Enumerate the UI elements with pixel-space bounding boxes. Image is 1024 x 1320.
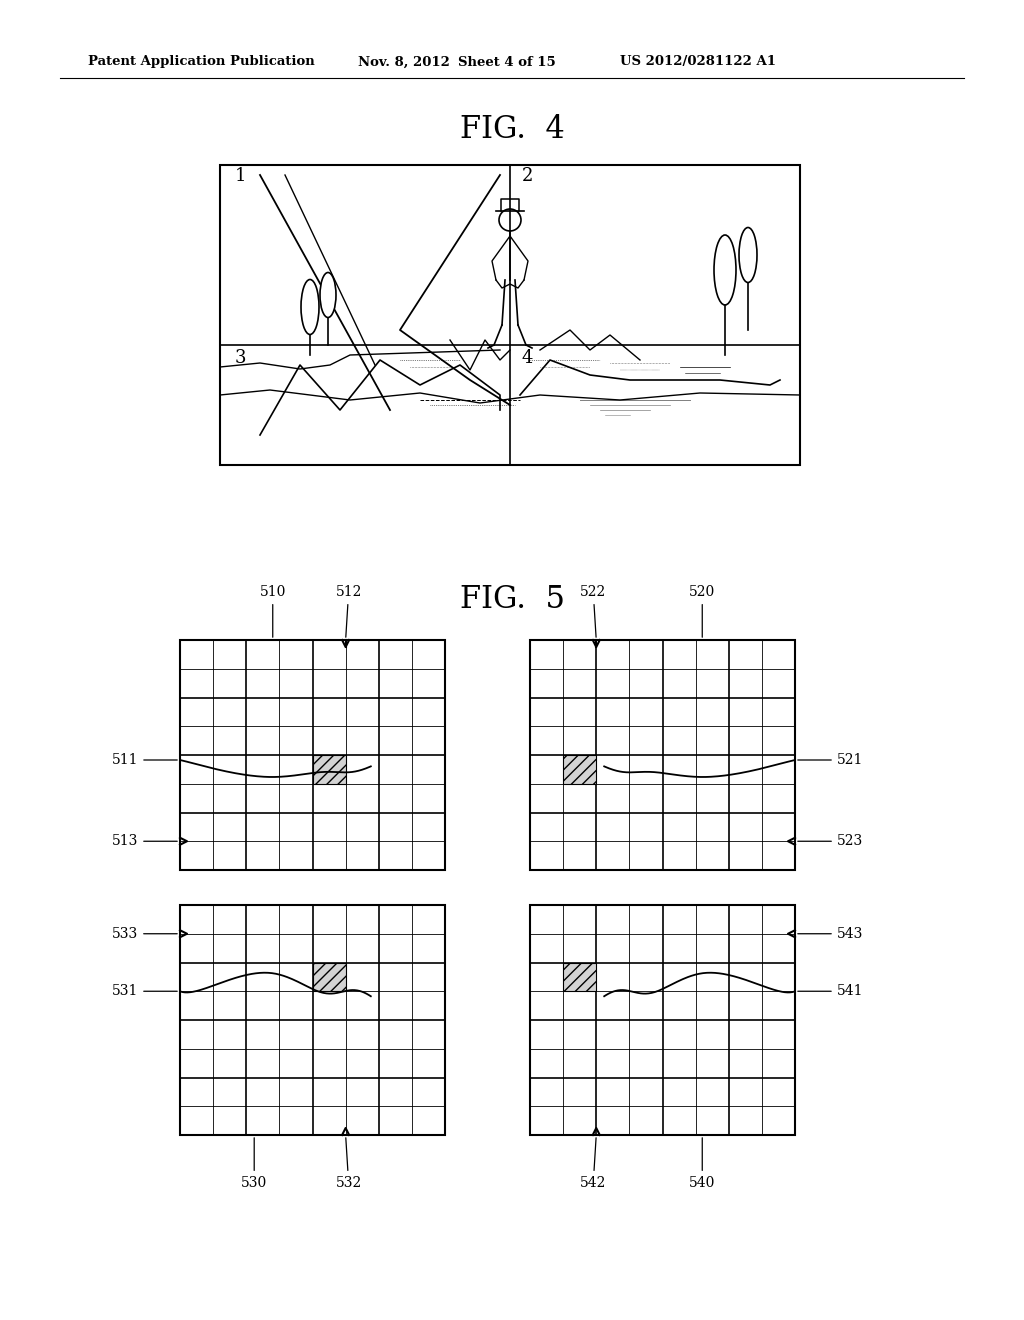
Bar [563, 962, 596, 991]
Bar [563, 755, 596, 784]
Bar [530, 906, 795, 1135]
Text: Sheet 4 of 15: Sheet 4 of 15 [458, 55, 556, 69]
Text: 543: 543 [798, 927, 863, 941]
Text: 532: 532 [336, 1138, 361, 1191]
Text: 2: 2 [522, 168, 534, 185]
Text: FIG.  5: FIG. 5 [460, 585, 564, 615]
Text: Nov. 8, 2012: Nov. 8, 2012 [358, 55, 450, 69]
Text: US 2012/0281122 A1: US 2012/0281122 A1 [620, 55, 776, 69]
Text: 1: 1 [234, 168, 247, 185]
Text: 513: 513 [112, 834, 177, 849]
Ellipse shape [714, 235, 736, 305]
Text: Patent Application Publication: Patent Application Publication [88, 55, 314, 69]
Text: 520: 520 [689, 585, 716, 638]
Text: 541: 541 [798, 985, 863, 998]
Bar [180, 640, 445, 870]
Text: 522: 522 [581, 585, 606, 638]
Bar [312, 962, 346, 991]
Text: 511: 511 [112, 752, 177, 767]
Text: FIG.  4: FIG. 4 [460, 115, 564, 145]
Bar [530, 640, 795, 870]
Text: 531: 531 [112, 985, 177, 998]
Ellipse shape [319, 272, 336, 318]
Text: 510: 510 [259, 585, 286, 638]
Text: 533: 533 [112, 927, 177, 941]
Bar [180, 906, 445, 1135]
Text: 523: 523 [798, 834, 863, 849]
Text: 540: 540 [689, 1138, 716, 1191]
Text: 4: 4 [522, 348, 534, 367]
Text: 512: 512 [336, 585, 361, 638]
Text: 542: 542 [580, 1138, 606, 1191]
Bar [220, 165, 800, 465]
Ellipse shape [301, 280, 319, 334]
Ellipse shape [739, 227, 757, 282]
Text: 530: 530 [241, 1138, 267, 1191]
Bar [312, 755, 346, 784]
Text: 3: 3 [234, 348, 247, 367]
Text: 521: 521 [798, 752, 863, 767]
